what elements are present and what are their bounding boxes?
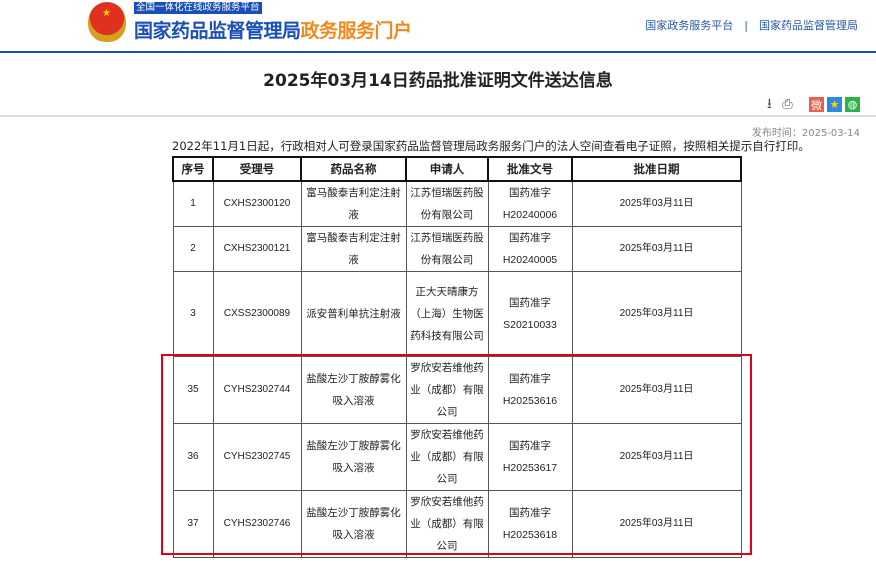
col-applicant-cell: 罗欣安若维他药业（成都）有限公司: [405, 490, 489, 558]
platform-subtitle: 全国一体化在线政务服务平台: [134, 2, 262, 14]
brand-accent: 政务服务门户: [300, 20, 413, 42]
col-approval-no-cell: 国药准字S20210033: [487, 271, 573, 357]
qzone-icon[interactable]: ★: [827, 97, 842, 112]
weibo-icon[interactable]: 微: [809, 97, 824, 112]
col-approval-no-cell: 国药准字H20240005: [487, 226, 573, 272]
top-links: 国家政务服务平台 | 国家药品监督管理局: [645, 17, 858, 33]
col-approval-date-cell: 2025年03月11日: [571, 271, 742, 357]
print-icon[interactable]: ⎙: [782, 97, 793, 112]
download-icon[interactable]: ⭳: [767, 95, 772, 112]
notice-text: 2022年11月1日起，行政相对人可登录国家药品监督管理局政务服务门户的法人空间…: [172, 139, 810, 153]
link-nmpa[interactable]: 国家药品监督管理局: [759, 19, 858, 32]
wechat-icon[interactable]: ◍: [845, 97, 860, 112]
col-approval-date-cell: 2025年03月11日: [571, 356, 742, 424]
publish-time: 发布时间：2025-03-14: [751, 128, 860, 139]
col-approval-date-header: 批准日期: [571, 156, 742, 182]
toolbar: ⭳ ⎙ 微 ★ ◍: [762, 95, 860, 112]
col-applicant-cell: 江苏恒瑞医药股份有限公司: [405, 180, 489, 227]
col-approval-date-cell: 2025年03月11日: [571, 226, 742, 272]
table-row: 36 CYHS2302745 盐酸左沙丁胺醇雾化吸入溶液 罗欣安若维他药业（成都）有限…: [172, 423, 742, 491]
col-acceptance-no-cell: CXSS2300089: [212, 271, 302, 357]
col-drug-name-cell: 富马酸泰吉利定注射液: [300, 180, 407, 227]
col-seq-cell: 3: [172, 271, 214, 357]
col-drug-name-cell: 派安普利单抗注射液: [300, 271, 407, 357]
table-row: 1 CXHS2300120 富马酸泰吉利定注射液 江苏恒瑞医药股份有限公司 国药准字H2…: [172, 180, 742, 227]
col-approval-no-cell: 国药准字H20240006: [487, 180, 573, 227]
site-brand[interactable]: 国家药品监督管理局政务服务门户: [134, 16, 412, 43]
col-drug-name-header: 药品名称: [300, 156, 407, 182]
table-row: 2 CXHS2300121 富马酸泰吉利定注射液 江苏恒瑞医药股份有限公司 国药准字H2…: [172, 226, 742, 272]
col-acceptance-no-cell: CYHS2302744: [212, 356, 302, 424]
col-approval-no-cell: 国药准字H20253618: [487, 490, 573, 558]
approval-table: 序号 受理号 药品名称 申请人 批准文号 批准日期 1 CXHS2300120 富马酸泰吉利定…: [172, 156, 742, 558]
col-seq-cell: 37: [172, 490, 214, 558]
col-applicant-cell: 江苏恒瑞医药股份有限公司: [405, 226, 489, 272]
col-acceptance-no-cell: CYHS2302745: [212, 423, 302, 491]
col-seq-cell: 35: [172, 356, 214, 424]
col-acceptance-no-cell: CXHS2300120: [212, 180, 302, 227]
col-approval-no-header: 批准文号: [487, 156, 573, 182]
col-drug-name-cell: 盐酸左沙丁胺醇雾化吸入溶液: [300, 356, 407, 424]
col-seq-cell: 36: [172, 423, 214, 491]
table-row: 3 CXSS2300089 派安普利单抗注射液 正大天晴康方（上海）生物医药科技有限公…: [172, 271, 742, 357]
national-emblem-logo: ★: [88, 2, 126, 42]
col-applicant-cell: 罗欣安若维他药业（成都）有限公司: [405, 423, 489, 491]
separator: |: [744, 19, 748, 32]
table-row: 37 CYHS2302746 盐酸左沙丁胺醇雾化吸入溶液 罗欣安若维他药业（成都）有限…: [172, 490, 742, 558]
col-seq-cell: 1: [172, 180, 214, 227]
col-applicant-header: 申请人: [405, 156, 489, 182]
site-header: ★ 全国一体化在线政务服务平台 国家药品监督管理局政务服务门户 国家政务服务平台…: [0, 0, 876, 53]
table-row: 35 CYHS2302744 盐酸左沙丁胺醇雾化吸入溶液 罗欣安若维他药业（成都）有限…: [172, 356, 742, 424]
col-acceptance-no-cell: CYHS2302746: [212, 490, 302, 558]
col-approval-no-cell: 国药准字H20253616: [487, 356, 573, 424]
col-applicant-cell: 正大天晴康方（上海）生物医药科技有限公司: [405, 271, 489, 357]
col-seq-cell: 2: [172, 226, 214, 272]
col-acceptance-no-cell: CXHS2300121: [212, 226, 302, 272]
col-approval-date-cell: 2025年03月11日: [571, 423, 742, 491]
link-national-gov-service[interactable]: 国家政务服务平台: [645, 19, 734, 32]
page-title: 2025年03月14日药品批准证明文件送达信息: [263, 71, 613, 91]
col-seq-header: 序号: [172, 156, 214, 182]
divider: [0, 115, 876, 117]
col-approval-date-cell: 2025年03月11日: [571, 490, 742, 558]
col-approval-no-cell: 国药准字H20253617: [487, 423, 573, 491]
col-drug-name-cell: 富马酸泰吉利定注射液: [300, 226, 407, 272]
col-applicant-cell: 罗欣安若维他药业（成都）有限公司: [405, 356, 489, 424]
brand-main: 国家药品监督管理局: [134, 20, 301, 42]
col-approval-date-cell: 2025年03月11日: [571, 180, 742, 227]
col-acceptance-no-header: 受理号: [212, 156, 302, 182]
col-drug-name-cell: 盐酸左沙丁胺醇雾化吸入溶液: [300, 423, 407, 491]
col-drug-name-cell: 盐酸左沙丁胺醇雾化吸入溶液: [300, 490, 407, 558]
